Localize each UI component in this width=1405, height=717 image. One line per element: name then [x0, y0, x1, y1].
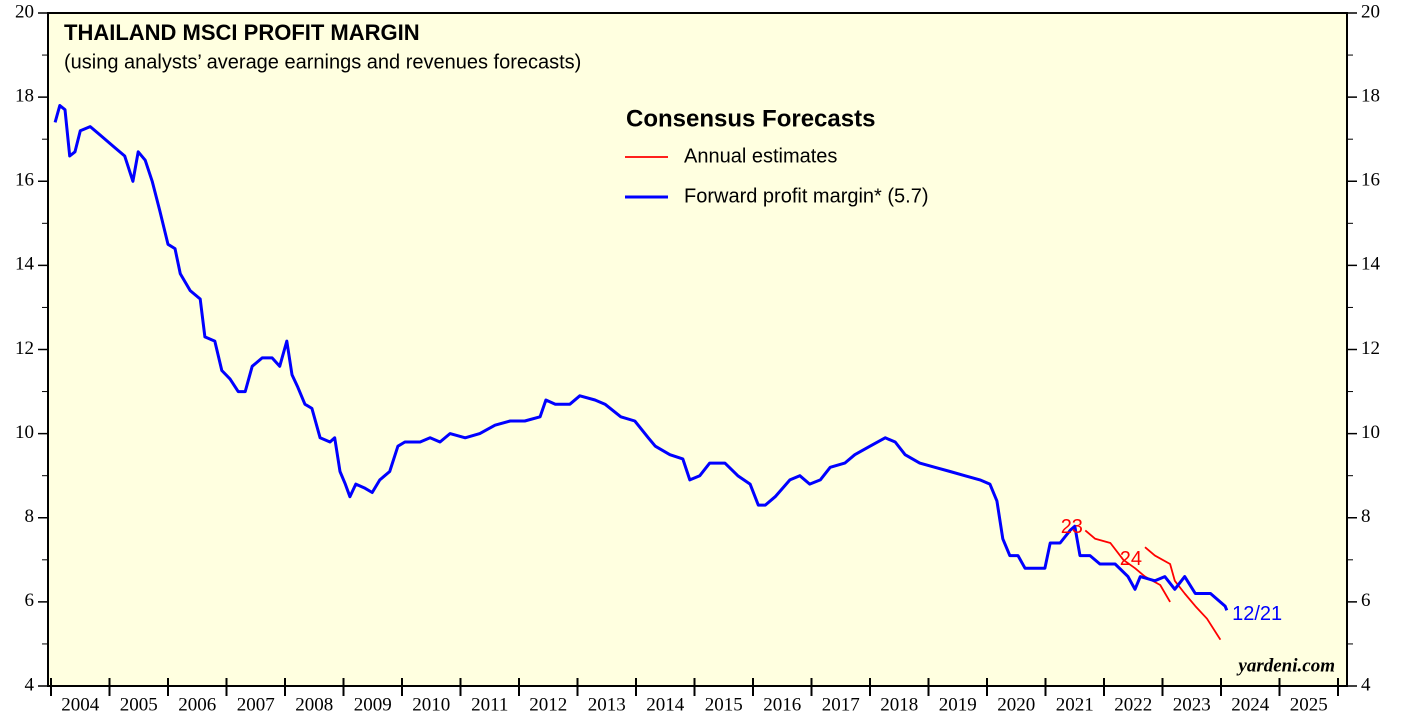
y2-tick-label: 20 — [1361, 1, 1380, 22]
y-tick-label: 12 — [15, 338, 34, 359]
x-tick-label: 2011 — [471, 694, 508, 715]
y2-tick-label: 8 — [1361, 506, 1371, 527]
chart-title: THAILAND MSCI PROFIT MARGIN — [64, 20, 420, 45]
x-tick-label: 2017 — [822, 694, 860, 715]
y2-tick-label: 10 — [1361, 422, 1380, 443]
x-tick-label: 2004 — [61, 694, 100, 715]
x-tick-label: 2005 — [120, 694, 158, 715]
x-tick-label: 2020 — [997, 694, 1035, 715]
chart-subtitle: (using analysts’ average earnings and re… — [64, 51, 581, 73]
x-tick-label: 2019 — [939, 694, 977, 715]
y-tick-label: 8 — [25, 506, 35, 527]
x-tick-label: 2022 — [1114, 694, 1152, 715]
x-tick-label: 2015 — [705, 694, 743, 715]
x-tick-label: 2010 — [412, 694, 450, 715]
series-line — [53, 104, 1229, 611]
x-tick-label: 2006 — [178, 694, 216, 715]
y2-tick-label: 4 — [1361, 674, 1371, 695]
series-line — [1084, 529, 1222, 641]
legend-title: Consensus Forecasts — [626, 105, 875, 132]
y-tick-label: 4 — [25, 674, 35, 695]
x-tick-label: 2021 — [1056, 694, 1094, 715]
y-tick-label: 10 — [15, 422, 34, 443]
y2-tick-label: 6 — [1361, 590, 1371, 611]
y2-tick-label: 16 — [1361, 170, 1380, 191]
x-tick-label: 2007 — [237, 694, 275, 715]
x-tick-label: 2014 — [646, 694, 685, 715]
y-tick-label: 14 — [15, 254, 35, 275]
x-tick-label: 2009 — [354, 694, 392, 715]
y2-tick-label: 18 — [1361, 85, 1380, 106]
y2-tick-label: 14 — [1361, 254, 1381, 275]
x-tick-label: 2023 — [1173, 694, 1211, 715]
annotation: 24 — [1120, 548, 1142, 570]
x-tick-label: 2024 — [1231, 694, 1270, 715]
annotation: 12/21 — [1232, 603, 1282, 625]
x-tick-label: 2016 — [763, 694, 801, 715]
x-tick-label: 2018 — [880, 694, 918, 715]
annotation: 23 — [1061, 516, 1083, 538]
y-tick-label: 18 — [15, 85, 34, 106]
y-tick-label: 6 — [25, 590, 35, 611]
source: yardeni.com — [1236, 655, 1335, 676]
y-tick-label: 16 — [15, 170, 34, 191]
y2-tick-label: 12 — [1361, 338, 1380, 359]
x-tick-label: 2008 — [295, 694, 333, 715]
plot-area — [47, 12, 1348, 687]
x-tick-label: 2012 — [529, 694, 567, 715]
y-tick-label: 20 — [15, 1, 34, 22]
legend-label: Annual estimates — [684, 145, 837, 167]
x-tick-label: 2013 — [588, 694, 626, 715]
x-tick-label: 2025 — [1290, 694, 1328, 715]
legend-label: Forward profit margin* (5.7) — [684, 185, 929, 207]
